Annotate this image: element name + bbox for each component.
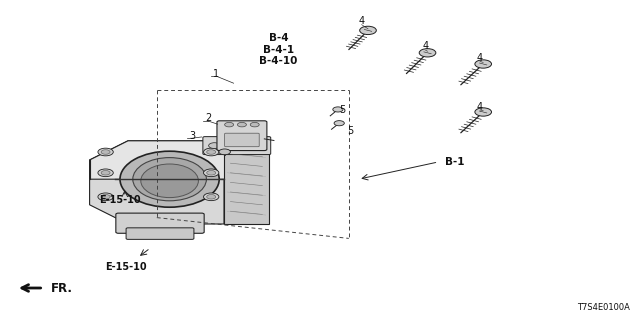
FancyBboxPatch shape — [225, 133, 259, 147]
Circle shape — [207, 195, 216, 199]
Text: 4: 4 — [358, 16, 365, 26]
FancyBboxPatch shape — [203, 137, 271, 155]
FancyBboxPatch shape — [126, 228, 194, 239]
Circle shape — [98, 148, 113, 156]
Ellipse shape — [120, 151, 219, 207]
Circle shape — [101, 171, 110, 175]
Polygon shape — [224, 141, 269, 224]
Circle shape — [475, 108, 492, 116]
Text: 4: 4 — [422, 41, 429, 52]
Circle shape — [98, 169, 113, 177]
Circle shape — [419, 49, 436, 57]
Circle shape — [204, 193, 219, 201]
Ellipse shape — [133, 158, 207, 201]
Circle shape — [204, 169, 219, 177]
Ellipse shape — [141, 164, 198, 197]
Text: B-4
B-4-1
B-4-10: B-4 B-4-1 B-4-10 — [259, 33, 298, 66]
Circle shape — [101, 150, 110, 154]
Circle shape — [237, 123, 246, 127]
Circle shape — [334, 121, 344, 126]
Text: 4: 4 — [477, 52, 483, 63]
Text: 2: 2 — [205, 113, 211, 124]
Circle shape — [225, 123, 234, 127]
Circle shape — [209, 143, 220, 148]
Circle shape — [207, 171, 216, 175]
Circle shape — [98, 193, 113, 201]
Circle shape — [333, 107, 343, 112]
Circle shape — [475, 60, 492, 68]
Circle shape — [250, 143, 262, 148]
Text: E-15-10: E-15-10 — [106, 262, 147, 272]
Polygon shape — [90, 141, 224, 224]
Text: FR.: FR. — [51, 282, 73, 294]
Text: 3: 3 — [189, 131, 195, 141]
Text: 4: 4 — [477, 102, 483, 112]
Text: 5: 5 — [348, 126, 354, 136]
Circle shape — [101, 195, 110, 199]
Circle shape — [219, 149, 230, 155]
FancyBboxPatch shape — [116, 213, 204, 233]
Text: 1: 1 — [213, 68, 220, 79]
FancyBboxPatch shape — [217, 121, 267, 151]
Text: 5: 5 — [339, 105, 346, 116]
Text: T7S4E0100A: T7S4E0100A — [577, 303, 630, 312]
Circle shape — [207, 150, 216, 154]
Text: B-1: B-1 — [445, 156, 464, 167]
Circle shape — [250, 123, 259, 127]
Polygon shape — [90, 141, 269, 179]
Circle shape — [360, 26, 376, 35]
Text: E-15-10: E-15-10 — [99, 195, 141, 205]
Circle shape — [204, 148, 219, 156]
